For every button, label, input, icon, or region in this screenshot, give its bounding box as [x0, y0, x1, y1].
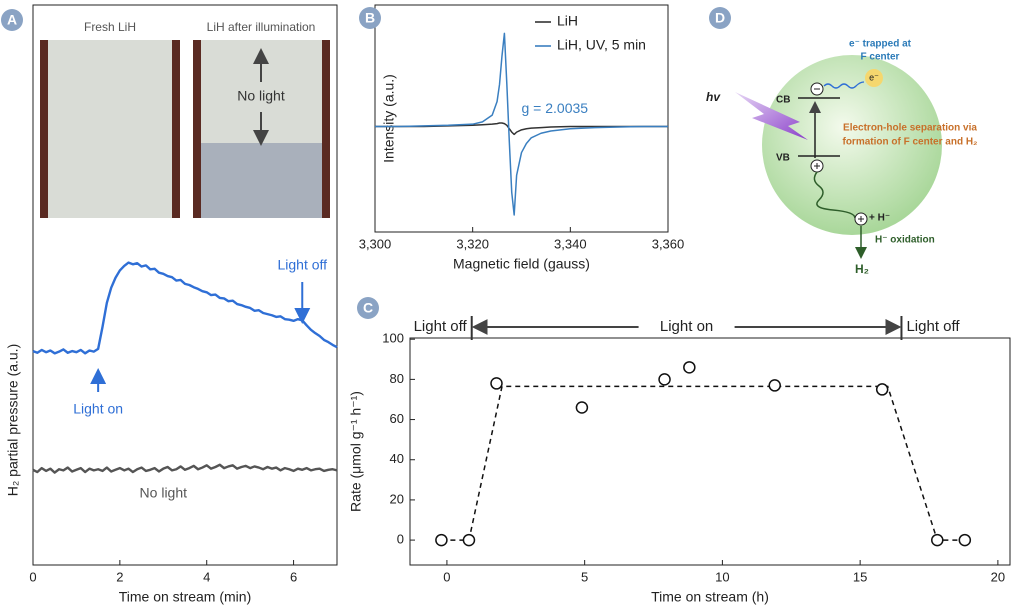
series-line [375, 32, 668, 216]
light-label: Light off [414, 318, 468, 335]
x-tick-label: 20 [991, 569, 1005, 584]
x-axis-label: Time on stream (min) [119, 589, 252, 605]
panel-badge [357, 297, 379, 319]
plot-frame [374, 4, 669, 233]
product-label: H₂ [855, 262, 869, 276]
panel-badge [1, 9, 23, 31]
data-point [658, 373, 671, 386]
x-tick-label: 15 [853, 569, 867, 584]
inset-title: Fresh LiH [84, 20, 136, 34]
plot-frame [32, 4, 338, 566]
annotation: g = 2.0035 [522, 100, 589, 116]
y-tick-label: 0 [397, 532, 404, 547]
panel-letter: B [365, 10, 375, 26]
trapped-electron [865, 69, 883, 87]
y-tick-label: 80 [390, 371, 404, 386]
plus [814, 163, 820, 169]
series-line [32, 261, 338, 355]
oxidation-label: H⁻ oxidation [875, 235, 935, 246]
x-tick-label: 3,340 [554, 236, 587, 251]
light-bolt [735, 92, 808, 140]
y-tick-label: 40 [390, 451, 404, 466]
separation-label: Electron-hole separation via [843, 123, 977, 134]
y-tick-label: 20 [390, 491, 404, 506]
data-point [768, 379, 781, 392]
plus [858, 216, 864, 222]
electron-wave [823, 81, 865, 89]
data-point [875, 383, 889, 396]
inset-annotation: No light [237, 88, 285, 104]
x-axis-label: Time on stream (h) [651, 589, 769, 605]
y-axis-label: Rate (μmol g⁻¹ h⁻¹) [348, 391, 364, 512]
legend-label: LiH [557, 13, 578, 29]
data-point [435, 533, 448, 547]
x-tick-label: 3,300 [359, 236, 392, 251]
data-point [462, 533, 476, 547]
panel-letter: A [7, 12, 17, 28]
x-tick-label: 2 [116, 569, 123, 584]
separation-label: formation of F center and H₂ [842, 137, 977, 148]
inset-title: LiH after illumination [207, 20, 316, 34]
data-point [958, 533, 972, 547]
hydride-label: + H⁻ [869, 213, 890, 224]
panel-badge [709, 7, 731, 29]
tube-edge [172, 40, 180, 218]
x-axis-label: Magnetic field (gauss) [453, 256, 590, 272]
panel-letter: D [715, 10, 725, 26]
x-tick-label: 0 [29, 569, 36, 584]
data-point [575, 401, 589, 414]
y-axis-label: Intensity (a.u.) [381, 74, 397, 163]
trapped-label: F center [861, 52, 900, 63]
photo-illuminated [193, 143, 330, 218]
hv-label: hv [706, 90, 721, 104]
x-tick-label: 4 [203, 569, 210, 584]
light-label: Light off [906, 318, 960, 335]
y-tick-label: 60 [390, 411, 404, 426]
x-tick-label: 3,320 [456, 236, 489, 251]
particle [762, 55, 942, 235]
y-axis-label: H₂ partial pressure (a.u.) [5, 344, 21, 497]
photo [40, 40, 180, 218]
x-tick-label: 10 [715, 569, 729, 584]
x-tick-label: 0 [443, 569, 450, 584]
diagram-d: D hv CB VB e⁻ e⁻ trapped at F center Ele… [706, 7, 978, 276]
legend-label: LiH, UV, 5 min [557, 37, 646, 53]
light-label: Light on [660, 318, 713, 335]
y-tick-label: 100 [382, 331, 404, 346]
annotation: No light [140, 485, 188, 501]
panel-letter: C [363, 300, 373, 316]
annotation: Light off [277, 257, 327, 273]
data-point [931, 533, 944, 547]
trapped-label: e⁻ trapped at [849, 39, 912, 50]
x-tick-label: 6 [290, 569, 297, 584]
x-tick-label: 5 [581, 569, 588, 584]
annotation: Light on [73, 401, 123, 417]
cb-label: CB [776, 95, 790, 106]
vb-label: VB [776, 153, 790, 164]
series-line [32, 463, 338, 474]
x-tick-label: 3,360 [652, 236, 685, 251]
tube-edge [322, 40, 330, 218]
data-point [683, 361, 696, 374]
series-line [375, 122, 668, 136]
electron-label: e⁻ [869, 72, 879, 82]
panel-badge [359, 7, 381, 29]
data-point [490, 377, 503, 390]
tube-edge [40, 40, 48, 218]
plot-frame [409, 337, 1011, 566]
hole-path [813, 171, 856, 219]
fit-line [441, 385, 965, 541]
tube-edge [193, 40, 201, 218]
